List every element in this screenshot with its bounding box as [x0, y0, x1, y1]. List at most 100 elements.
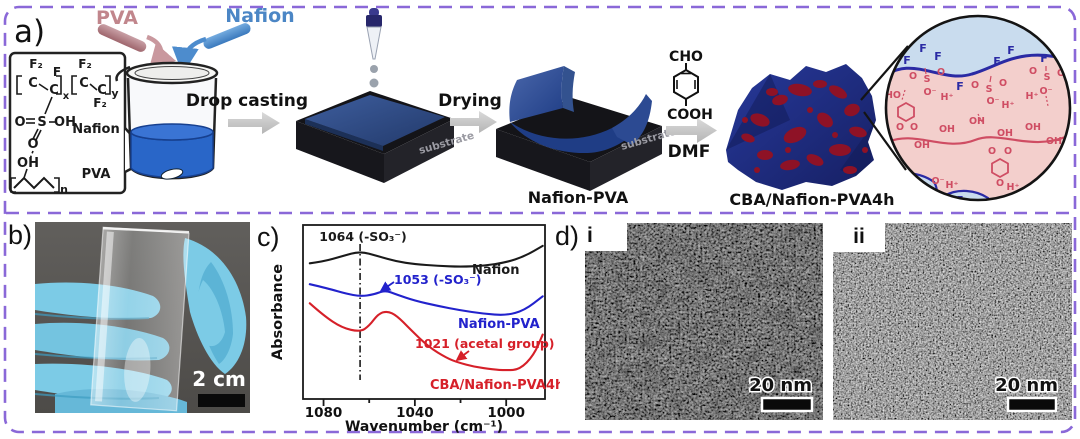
- panel-c-label: c): [257, 222, 280, 252]
- svg-text:O: O: [1004, 146, 1012, 157]
- tem-image-ii: 20 nm: [833, 223, 1072, 420]
- panel-b-photo: 2 cm: [35, 222, 250, 413]
- tem-ii-scale-text: 20 nm: [995, 375, 1058, 396]
- tem-i-scale-text: 20 nm: [749, 375, 812, 396]
- annotation-1064: 1064 (-SO₃⁻): [319, 229, 406, 244]
- tem-ii-label: ii: [853, 225, 865, 248]
- pva-rod-icon: [97, 24, 147, 52]
- svg-text:PVA: PVA: [82, 167, 111, 182]
- svg-text:H⁺: H⁺: [1026, 91, 1039, 102]
- arrow-right-icon: [666, 118, 717, 143]
- x-axis-ticks: [322, 399, 508, 406]
- svg-text:n: n: [60, 183, 68, 196]
- tem-ii-scale-bar: [1006, 396, 1058, 413]
- svg-text:O: O: [909, 71, 917, 82]
- svg-text:OH: OH: [997, 128, 1013, 139]
- crumpled-film: [726, 64, 876, 190]
- pva-label: PVA: [96, 7, 138, 29]
- annotation-arrow-1053: [379, 281, 395, 293]
- svg-text:O: O: [910, 122, 918, 133]
- svg-text:S: S: [924, 74, 931, 85]
- x-axis-title: Wavenumber (cm⁻¹): [345, 419, 503, 435]
- tem-i-label: i: [587, 224, 593, 247]
- chart-frame: [302, 224, 546, 400]
- curve-nafion-pva: [308, 283, 544, 316]
- series-label-nafion: Nafion: [472, 263, 519, 278]
- nafion-pour-arrow-icon: [171, 36, 207, 75]
- svg-text:O⁻: O⁻: [931, 176, 944, 187]
- svg-text:O⁻: O⁻: [986, 96, 999, 107]
- nafion-rod-icon: [203, 23, 251, 49]
- cba-molecule: CHO COOH: [667, 49, 713, 123]
- transparent-film: [90, 226, 190, 412]
- series-label-cba: CBA/Nafion-PVA4h: [430, 378, 560, 393]
- drop-casting-label: Drop casting: [186, 91, 308, 111]
- svg-text:F: F: [919, 42, 927, 55]
- nafion-pva-caption: Nafion-PVA: [528, 188, 629, 207]
- substrate-film-2: substrate: [496, 66, 678, 191]
- svg-text:O: O: [14, 115, 25, 130]
- svg-text:O: O: [988, 146, 996, 157]
- tem-ii-label-box: ii: [833, 223, 885, 252]
- svg-text:C: C: [49, 83, 59, 98]
- dmf-label: DMF: [668, 142, 711, 162]
- svg-text:F₂: F₂: [78, 57, 91, 71]
- photo-scale-text: 2 cm: [192, 367, 246, 391]
- x-tick-1040: 1040: [396, 405, 434, 421]
- svg-text:F₂: F₂: [93, 96, 106, 110]
- svg-text:F: F: [903, 54, 911, 67]
- svg-text:H⁺: H⁺: [941, 92, 954, 103]
- beaker-icon: [115, 61, 219, 180]
- svg-text:H⁺: H⁺: [1002, 100, 1015, 111]
- tem-i-scale-bar: [760, 396, 814, 413]
- svg-text:F: F: [1007, 44, 1015, 57]
- svg-text:S: S: [37, 115, 46, 130]
- svg-text:OH: OH: [969, 116, 985, 127]
- arrow-right-icon: [228, 112, 280, 134]
- annotation-1021: 1021 (acetal group): [415, 336, 554, 351]
- panel-d-label-box: d) i: [551, 221, 627, 251]
- panel-d-label: d): [555, 221, 580, 251]
- drying-label: Drying: [438, 91, 502, 111]
- cooh-label: COOH: [667, 107, 713, 123]
- pva-pour-arrow-icon: [146, 34, 177, 73]
- svg-text:O: O: [1029, 66, 1037, 77]
- svg-text:F: F: [993, 55, 1001, 68]
- photo-scale-bar: [198, 394, 245, 407]
- magnifier-line: [860, 45, 909, 101]
- svg-text:H⁺: H⁺: [1007, 182, 1020, 193]
- svg-text:O: O: [896, 122, 904, 133]
- svg-text:HO: HO: [885, 90, 901, 101]
- svg-text:F: F: [914, 193, 921, 204]
- curve-nafion: [308, 244, 544, 268]
- magnifier-line: [863, 111, 907, 171]
- svg-text:F: F: [1059, 42, 1067, 55]
- glove-finger-front: [196, 280, 225, 347]
- svg-text:S: S: [1044, 72, 1051, 83]
- svg-text:O: O: [999, 78, 1007, 89]
- svg-text:OH: OH: [1046, 136, 1062, 147]
- svg-text:x: x: [63, 91, 70, 102]
- cba-nafion-pva4h-caption: CBA/Nafion-PVA4h: [729, 190, 894, 209]
- svg-text:F: F: [53, 65, 61, 79]
- series-label-nafion-pva: Nafion-PVA: [458, 317, 540, 332]
- x-tick-1080: 1080: [305, 405, 343, 421]
- svg-text:F: F: [971, 200, 978, 211]
- arrow-right-icon: [450, 111, 497, 133]
- svg-text:O: O: [971, 80, 979, 91]
- svg-text:O⁻: O⁻: [1039, 86, 1052, 97]
- panel-c-chart: 1064 (-SO₃⁻) 1053 (-SO₃⁻) 1021 (acetal g…: [270, 224, 560, 435]
- cho-label: CHO: [669, 49, 703, 65]
- svg-text:O⁻: O⁻: [923, 87, 936, 98]
- y-axis-title: Absorbance: [270, 264, 286, 360]
- svg-text:F: F: [1040, 52, 1048, 65]
- svg-text:O: O: [27, 137, 38, 152]
- nafion-label: Nafion: [225, 5, 294, 27]
- svg-text:C: C: [79, 76, 89, 91]
- svg-text:F: F: [956, 80, 964, 93]
